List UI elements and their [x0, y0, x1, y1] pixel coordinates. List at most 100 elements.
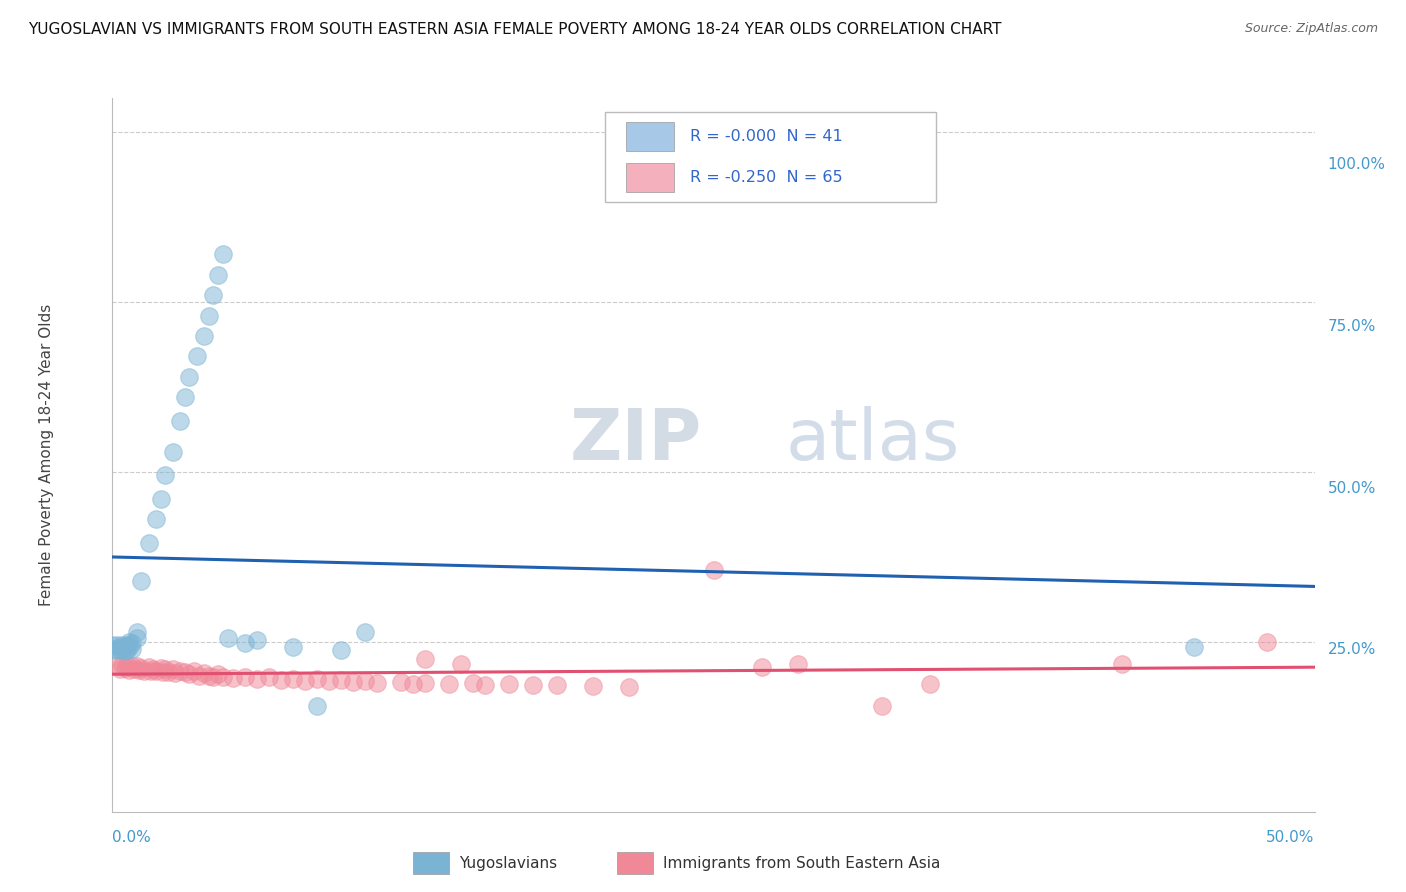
Point — [142, 662, 165, 676]
Point — [118, 635, 141, 649]
Point — [101, 638, 124, 652]
Point — [114, 643, 136, 657]
Point — [1256, 635, 1278, 649]
Text: 50.0%: 50.0% — [1327, 481, 1376, 496]
Point — [145, 664, 167, 678]
Point — [305, 672, 328, 686]
Point — [366, 675, 388, 690]
Point — [498, 677, 520, 691]
Point — [121, 641, 143, 656]
Point — [212, 670, 235, 684]
Point — [217, 632, 239, 646]
Point — [474, 678, 496, 692]
Point — [522, 678, 544, 692]
Text: Yugoslavians: Yugoslavians — [458, 855, 557, 871]
Text: Source: ZipAtlas.com: Source: ZipAtlas.com — [1244, 22, 1378, 36]
Point — [155, 662, 177, 676]
Point — [138, 536, 160, 550]
Point — [122, 662, 145, 676]
Point — [114, 640, 136, 655]
Point — [389, 674, 412, 689]
Point — [546, 678, 568, 692]
Point — [118, 664, 141, 678]
Point — [118, 640, 141, 655]
Point — [125, 658, 148, 673]
Point — [152, 665, 174, 679]
Point — [115, 643, 138, 657]
Point — [138, 660, 160, 674]
Point — [918, 677, 941, 691]
Point — [1184, 640, 1206, 655]
Point — [233, 636, 256, 650]
Point — [163, 666, 186, 681]
Point — [318, 674, 340, 689]
Text: atlas: atlas — [786, 406, 960, 475]
Point — [197, 669, 219, 683]
Point — [183, 664, 205, 678]
Point — [131, 574, 153, 588]
Point — [354, 673, 377, 688]
Text: 75.0%: 75.0% — [1327, 318, 1376, 334]
Point — [173, 665, 195, 680]
Point — [111, 638, 134, 652]
Text: ZIP: ZIP — [569, 406, 702, 475]
Point — [202, 288, 225, 302]
Point — [121, 636, 143, 650]
Point — [233, 670, 256, 684]
Point — [173, 390, 195, 404]
Point — [149, 660, 172, 674]
Point — [413, 652, 436, 666]
Point — [156, 665, 179, 680]
Point — [461, 676, 484, 690]
Point — [751, 660, 773, 674]
FancyBboxPatch shape — [606, 112, 936, 202]
Point — [105, 638, 128, 652]
Point — [257, 670, 280, 684]
Point — [186, 350, 208, 364]
Text: YUGOSLAVIAN VS IMMIGRANTS FROM SOUTH EASTERN ASIA FEMALE POVERTY AMONG 18-24 YEA: YUGOSLAVIAN VS IMMIGRANTS FROM SOUTH EAS… — [28, 22, 1001, 37]
Point — [354, 624, 377, 639]
FancyBboxPatch shape — [617, 853, 654, 874]
Point — [155, 468, 177, 483]
Point — [121, 659, 143, 673]
Point — [193, 329, 215, 343]
Point — [132, 664, 155, 678]
Text: Immigrants from South Eastern Asia: Immigrants from South Eastern Asia — [664, 855, 941, 871]
Point — [162, 444, 184, 458]
Point — [125, 624, 148, 639]
Point — [207, 268, 229, 282]
Point — [108, 662, 131, 676]
Text: R = -0.250  N = 65: R = -0.250 N = 65 — [689, 170, 842, 185]
Point — [450, 657, 472, 671]
Point — [222, 671, 245, 685]
FancyBboxPatch shape — [413, 853, 449, 874]
Text: 25.0%: 25.0% — [1327, 642, 1376, 657]
Point — [111, 657, 134, 671]
Point — [111, 641, 134, 656]
Point — [413, 675, 436, 690]
FancyBboxPatch shape — [626, 163, 673, 192]
Text: 50.0%: 50.0% — [1267, 830, 1315, 845]
Point — [305, 699, 328, 714]
Point — [342, 674, 364, 689]
Point — [246, 672, 269, 686]
Point — [870, 699, 893, 714]
Text: 100.0%: 100.0% — [1327, 157, 1385, 172]
Point — [402, 677, 425, 691]
Point — [294, 673, 316, 688]
Point — [281, 672, 304, 686]
Point — [125, 632, 148, 646]
Point — [179, 369, 201, 384]
Point — [101, 641, 124, 656]
FancyBboxPatch shape — [626, 122, 673, 151]
Point — [202, 670, 225, 684]
Point — [246, 633, 269, 648]
Text: R = -0.000  N = 41: R = -0.000 N = 41 — [689, 129, 842, 144]
Point — [702, 564, 725, 578]
Point — [169, 664, 191, 678]
Point — [1111, 657, 1133, 671]
Point — [139, 664, 162, 678]
Point — [786, 657, 808, 671]
Point — [619, 680, 641, 694]
Point — [197, 309, 219, 323]
